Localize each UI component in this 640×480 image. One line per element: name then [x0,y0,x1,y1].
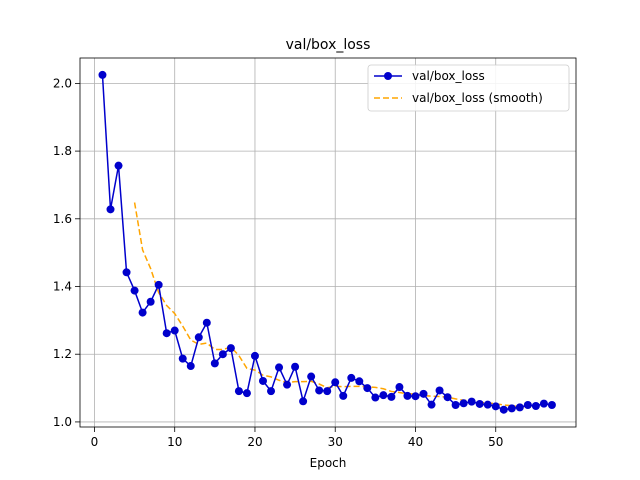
data-point [419,389,428,398]
y-tick-label: 1.6 [53,212,72,226]
data-point [307,372,316,381]
data-point [435,386,444,395]
data-point [202,318,211,327]
data-point [218,350,227,359]
x-tick-label: 0 [91,435,99,449]
axis-ticks: 0 10 20 30 40 50 1.0 1.2 1.4 1.6 1.8 2.0 [53,76,503,449]
data-point [475,399,484,408]
data-point [355,377,364,386]
y-tick-label: 1.4 [53,280,72,294]
data-point [315,386,324,395]
data-point [363,384,372,393]
data-point [114,161,123,170]
data-point [507,404,516,413]
data-point [122,268,131,277]
data-point [531,402,540,411]
y-tick-label: 1.2 [53,347,72,361]
data-point [515,403,524,412]
x-tick-label: 20 [247,435,262,449]
x-tick-label: 40 [408,435,423,449]
data-point [234,387,243,396]
data-point [267,387,276,396]
data-point [170,326,179,335]
data-point [347,373,356,382]
data-point [178,354,187,363]
data-point [275,363,284,372]
x-tick-label: 50 [488,435,503,449]
data-point [371,393,380,402]
data-point [339,391,348,400]
y-tick-label: 1.0 [53,415,72,429]
data-point [331,378,340,387]
data-point [491,402,500,411]
data-point [427,400,436,409]
data-point [258,376,267,385]
data-point [443,393,452,402]
data-point [403,391,412,400]
data-point [98,70,107,79]
x-axis-title: Epoch [310,456,347,470]
data-point [106,205,115,214]
data-point [186,362,195,371]
data-point [539,399,548,408]
data-point [146,297,155,306]
data-point [323,387,332,396]
y-tick-label: 2.0 [53,76,72,90]
data-point [138,308,147,317]
data-point [459,399,468,408]
y-tick-label: 1.8 [53,144,72,158]
data-point [194,333,203,342]
legend-box [367,64,570,112]
data-point [547,401,556,409]
legend-label-raw: val/box_loss [412,69,485,83]
data-point [226,344,235,353]
data-point [451,401,460,409]
data-point [210,359,219,368]
plot-border [79,57,577,428]
data-point [130,286,139,295]
data-point [483,400,492,409]
series-layer [98,70,556,414]
legend: val/box_loss val/box_loss (smooth) [367,64,570,112]
data-point [395,383,404,392]
data-point [291,362,300,371]
plot-frame [79,57,577,428]
data-point [387,392,396,401]
x-tick-label: 30 [328,435,343,449]
data-point [379,391,388,400]
legend-marker-raw [384,72,392,80]
data-point [154,280,163,289]
data-point [523,401,532,409]
data-point [242,389,251,398]
data-point [162,329,171,338]
x-tick-label: 10 [167,435,182,449]
data-point [499,405,508,414]
data-point [467,397,476,406]
grid [80,58,576,427]
data-point [299,397,308,406]
legend-label-smooth: val/box_loss (smooth) [412,91,543,105]
data-point [283,380,292,389]
data-point [250,351,259,360]
chart-title: val/box_loss [286,37,371,53]
data-point [411,392,420,401]
